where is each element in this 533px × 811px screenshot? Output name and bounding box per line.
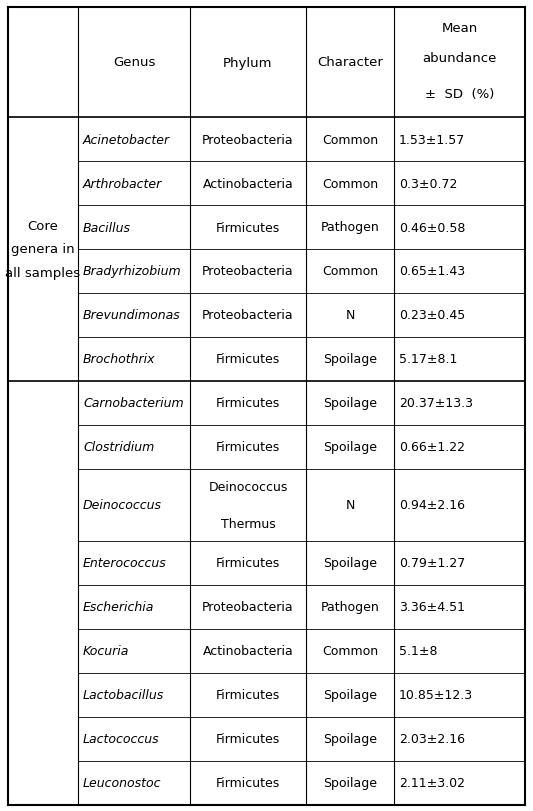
Text: Firmicutes: Firmicutes <box>216 732 280 745</box>
Text: 0.46±0.58: 0.46±0.58 <box>399 221 465 234</box>
Text: Common: Common <box>322 133 378 146</box>
Text: Deinococcus: Deinococcus <box>83 499 162 512</box>
Text: 1.53±1.57: 1.53±1.57 <box>399 133 465 146</box>
Text: Firmicutes: Firmicutes <box>216 353 280 366</box>
Text: Arthrobacter: Arthrobacter <box>83 178 162 191</box>
Text: Proteobacteria: Proteobacteria <box>202 133 294 146</box>
Text: Core
genera in
all samples: Core genera in all samples <box>5 221 80 279</box>
Text: Pathogen: Pathogen <box>321 221 379 234</box>
Text: Leuconostoc: Leuconostoc <box>83 777 161 790</box>
Text: Proteobacteria: Proteobacteria <box>202 265 294 278</box>
Text: N: N <box>345 499 354 512</box>
Text: 2.03±2.16: 2.03±2.16 <box>399 732 465 745</box>
Text: Acinetobacter: Acinetobacter <box>83 133 170 146</box>
Text: 0.94±2.16: 0.94±2.16 <box>399 499 465 512</box>
Text: abundance: abundance <box>422 52 497 65</box>
Text: Actinobacteria: Actinobacteria <box>203 645 293 658</box>
Text: 0.79±1.27: 0.79±1.27 <box>399 557 465 570</box>
Text: Brochothrix: Brochothrix <box>83 353 156 366</box>
Text: Character: Character <box>317 57 383 70</box>
Text: Firmicutes: Firmicutes <box>216 689 280 702</box>
Text: Bacillus: Bacillus <box>83 221 131 234</box>
Text: 3.36±4.51: 3.36±4.51 <box>399 601 465 614</box>
Text: Spoilage: Spoilage <box>323 353 377 366</box>
Text: Common: Common <box>322 645 378 658</box>
Text: Firmicutes: Firmicutes <box>216 777 280 790</box>
Text: 10.85±12.3: 10.85±12.3 <box>399 689 473 702</box>
Text: Lactococcus: Lactococcus <box>83 732 159 745</box>
Text: Firmicutes: Firmicutes <box>216 221 280 234</box>
Text: Clostridium: Clostridium <box>83 441 154 454</box>
Text: Pathogen: Pathogen <box>321 601 379 614</box>
Text: Escherichia: Escherichia <box>83 601 155 614</box>
Text: Spoilage: Spoilage <box>323 732 377 745</box>
Text: 5.17±8.1: 5.17±8.1 <box>399 353 457 366</box>
Text: Kocuria: Kocuria <box>83 645 130 658</box>
Text: Bradyrhizobium: Bradyrhizobium <box>83 265 182 278</box>
Text: Proteobacteria: Proteobacteria <box>202 601 294 614</box>
Text: Phylum: Phylum <box>223 57 273 70</box>
Text: 0.65±1.43: 0.65±1.43 <box>399 265 465 278</box>
Text: 0.23±0.45: 0.23±0.45 <box>399 309 465 322</box>
Text: Mean: Mean <box>441 22 478 35</box>
Text: Lactobacillus: Lactobacillus <box>83 689 164 702</box>
Text: Enterococcus: Enterococcus <box>83 557 167 570</box>
Text: Carnobacterium: Carnobacterium <box>83 397 184 410</box>
Text: Common: Common <box>322 265 378 278</box>
Text: 5.1±8: 5.1±8 <box>399 645 438 658</box>
Text: Spoilage: Spoilage <box>323 777 377 790</box>
Text: Firmicutes: Firmicutes <box>216 441 280 454</box>
Text: Spoilage: Spoilage <box>323 557 377 570</box>
Text: Proteobacteria: Proteobacteria <box>202 309 294 322</box>
Text: Deinococcus

Thermus: Deinococcus Thermus <box>208 481 288 530</box>
Text: 0.66±1.22: 0.66±1.22 <box>399 441 465 454</box>
Text: Spoilage: Spoilage <box>323 397 377 410</box>
Text: 2.11±3.02: 2.11±3.02 <box>399 777 465 790</box>
Text: Spoilage: Spoilage <box>323 441 377 454</box>
Text: 20.37±13.3: 20.37±13.3 <box>399 397 473 410</box>
Text: Genus: Genus <box>113 57 155 70</box>
Text: Common: Common <box>322 178 378 191</box>
Text: Firmicutes: Firmicutes <box>216 557 280 570</box>
Text: 0.3±0.72: 0.3±0.72 <box>399 178 457 191</box>
Text: Firmicutes: Firmicutes <box>216 397 280 410</box>
Text: N: N <box>345 309 354 322</box>
Text: Actinobacteria: Actinobacteria <box>203 178 293 191</box>
Text: Spoilage: Spoilage <box>323 689 377 702</box>
Text: Brevundimonas: Brevundimonas <box>83 309 181 322</box>
Text: ±  SD  (%): ± SD (%) <box>425 88 494 101</box>
